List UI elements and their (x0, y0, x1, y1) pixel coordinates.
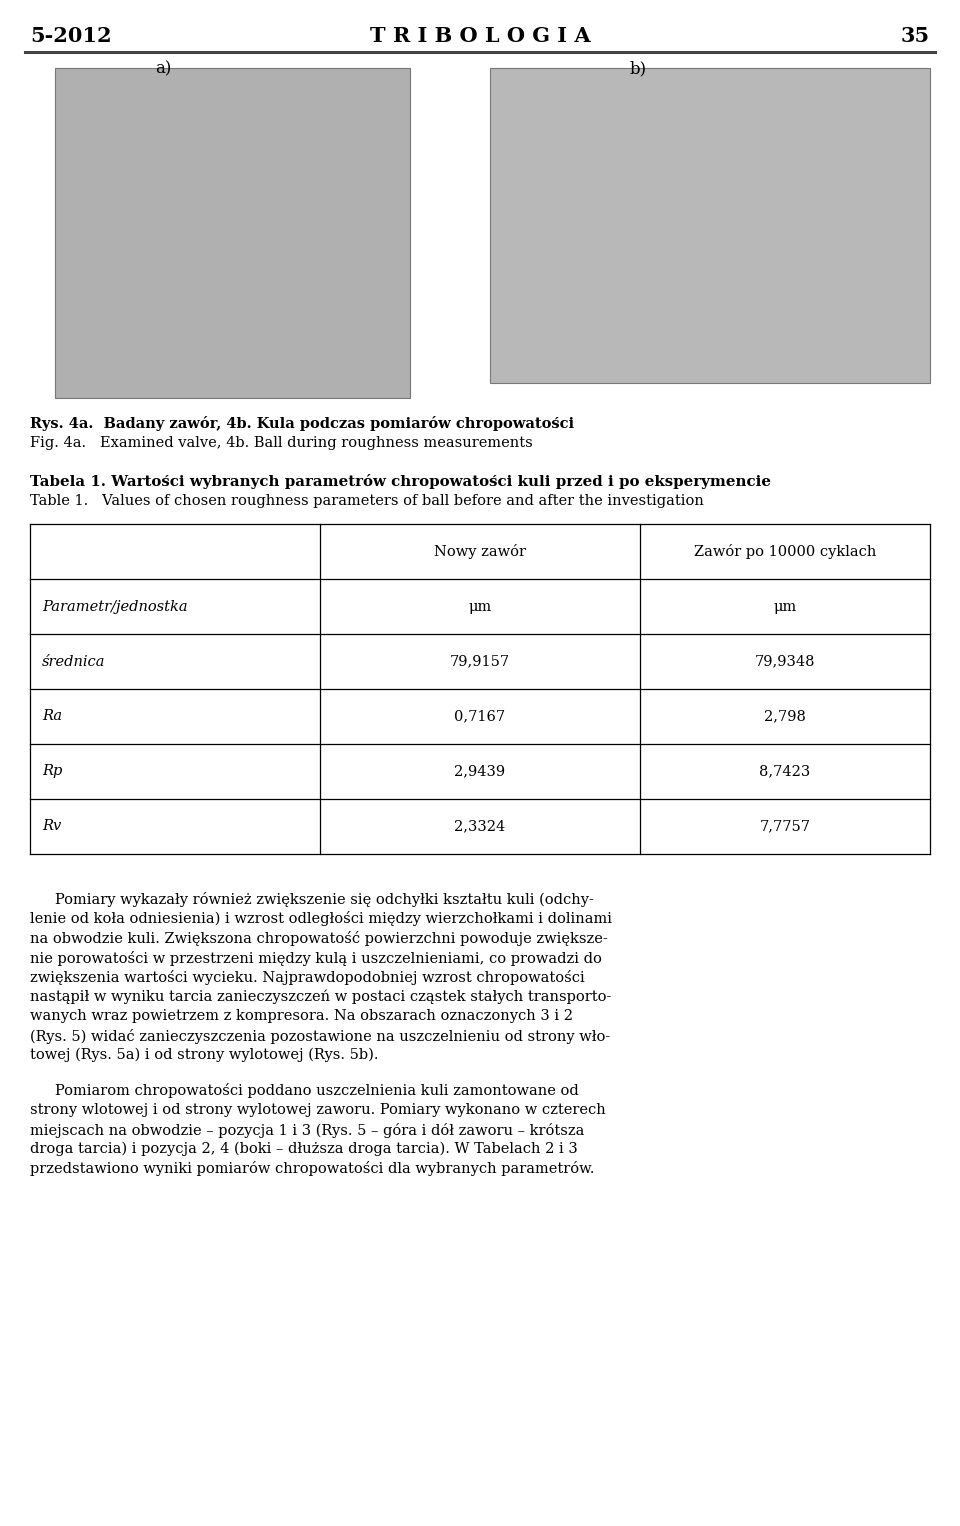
Text: przedstawiono wyniki pomiarów chropowatości dla wybranych parametrów.: przedstawiono wyniki pomiarów chropowato… (30, 1161, 594, 1177)
Text: Fig. 4a.   Examined valve, 4b. Ball during roughness measurements: Fig. 4a. Examined valve, 4b. Ball during… (30, 436, 533, 450)
Text: 2,3324: 2,3324 (454, 819, 506, 833)
Text: miejscach na obwodzie – pozycja 1 i 3 (Rys. 5 – góra i dół zaworu – krótsza: miejscach na obwodzie – pozycja 1 i 3 (R… (30, 1123, 585, 1137)
Text: 2,9439: 2,9439 (454, 765, 506, 778)
Text: Rys. 4a.  Badany zawór, 4b. Kula podczas pomiarów chropowatości: Rys. 4a. Badany zawór, 4b. Kula podczas … (30, 417, 574, 430)
Text: nastąpił w wyniku tarcia zanieczyszczeń w postaci cząstek stałych transporto-: nastąpił w wyniku tarcia zanieczyszczeń … (30, 989, 612, 1004)
Text: Zawór po 10000 cyklach: Zawór po 10000 cyklach (694, 543, 876, 559)
Text: droga tarcia) i pozycja 2, 4 (boki – dłuższa droga tarcia). W Tabelach 2 i 3: droga tarcia) i pozycja 2, 4 (boki – dłu… (30, 1141, 578, 1157)
Text: 8,7423: 8,7423 (759, 765, 810, 778)
Text: Pomiarom chropowatości poddano uszczelnienia kuli zamontowane od: Pomiarom chropowatości poddano uszczelni… (55, 1083, 579, 1099)
Text: 79,9348: 79,9348 (755, 655, 815, 668)
Text: 0,7167: 0,7167 (454, 710, 506, 723)
Text: 7,7757: 7,7757 (759, 819, 810, 833)
Text: μm: μm (774, 600, 797, 613)
Text: na obwodzie kuli. Zwiększona chropowatość powierzchni powoduje zwiększe-: na obwodzie kuli. Zwiększona chropowatoś… (30, 931, 608, 946)
Text: a): a) (155, 60, 172, 76)
Text: Rp: Rp (42, 765, 62, 778)
Text: Tabela 1. Wartości wybranych parametrów chropowatości kuli przed i po eksperymen: Tabela 1. Wartości wybranych parametrów … (30, 475, 771, 488)
Text: strony wlotowej i od strony wylotowej zaworu. Pomiary wykonano w czterech: strony wlotowej i od strony wylotowej za… (30, 1103, 606, 1117)
Text: 2,798: 2,798 (764, 710, 806, 723)
Text: Table 1.   Values of chosen roughness parameters of ball before and after the in: Table 1. Values of chosen roughness para… (30, 494, 704, 508)
Bar (490, 69, 930, 383)
Text: Nowy zawór: Nowy zawór (434, 543, 526, 559)
Text: wanych wraz powietrzem z kompresora. Na obszarach oznaczonych 3 i 2: wanych wraz powietrzem z kompresora. Na … (30, 1009, 573, 1022)
Text: lenie od koła odniesienia) i wzrost odległości między wierzchołkami i dolinami: lenie od koła odniesienia) i wzrost odle… (30, 911, 612, 926)
Text: Parametr/jednostka: Parametr/jednostka (42, 600, 187, 613)
Text: nie porowatości w przestrzeni między kulą i uszczelnieniami, co prowadzi do: nie porowatości w przestrzeni między kul… (30, 951, 602, 966)
Bar (55, 69, 410, 398)
Text: 5-2012: 5-2012 (30, 26, 111, 46)
Text: b): b) (630, 60, 647, 76)
Text: Pomiary wykazały również zwiększenie się odchyłki kształtu kuli (odchy-: Pomiary wykazały również zwiększenie się… (55, 893, 594, 906)
Text: μm: μm (468, 600, 492, 613)
Text: towej (Rys. 5a) i od strony wylotowej (Rys. 5b).: towej (Rys. 5a) i od strony wylotowej (R… (30, 1048, 378, 1062)
Text: Ra: Ra (42, 710, 62, 723)
Text: 79,9157: 79,9157 (450, 655, 510, 668)
Text: Rv: Rv (42, 819, 61, 833)
Text: T R I B O L O G I A: T R I B O L O G I A (370, 26, 590, 46)
Text: 35: 35 (900, 26, 930, 46)
Text: zwiększenia wartości wycieku. Najprawdopodobniej wzrost chropowatości: zwiększenia wartości wycieku. Najprawdop… (30, 971, 585, 984)
Text: średnica: średnica (42, 655, 106, 668)
Text: (Rys. 5) widać zanieczyszczenia pozostawione na uszczelnieniu od strony wło-: (Rys. 5) widać zanieczyszczenia pozostaw… (30, 1029, 611, 1044)
